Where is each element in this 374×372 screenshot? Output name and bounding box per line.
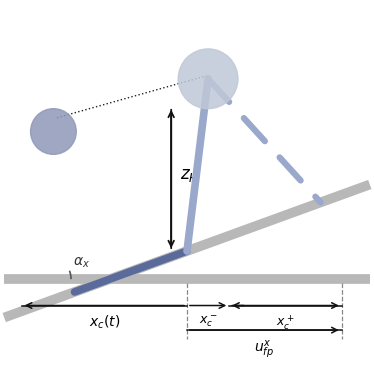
Text: $x_c(t)$: $x_c(t)$ <box>89 313 120 331</box>
Circle shape <box>31 109 76 154</box>
Text: $u_{fp}^x$: $u_{fp}^x$ <box>254 338 274 360</box>
Circle shape <box>178 49 238 109</box>
Text: $z_H$: $z_H$ <box>180 167 199 184</box>
Text: $\alpha_x$: $\alpha_x$ <box>73 256 90 270</box>
Text: $x_c^+$: $x_c^+$ <box>276 313 295 332</box>
Text: $x_c^-$: $x_c^-$ <box>199 313 217 329</box>
